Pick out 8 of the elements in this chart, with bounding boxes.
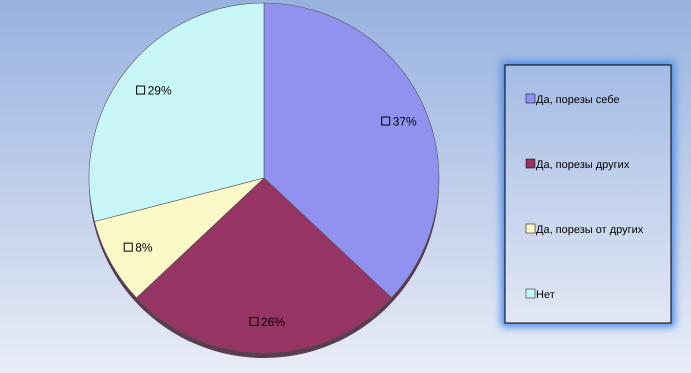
data-label: 8% xyxy=(135,240,153,255)
legend-label: Да, порезы других xyxy=(536,159,630,171)
legend-label: Нет xyxy=(536,289,555,301)
data-label: 37% xyxy=(392,114,418,129)
slice-label: Да, порезы себе xyxy=(536,94,620,106)
legend-label: Да, порезы от других xyxy=(536,224,644,236)
data-label: 29% xyxy=(148,84,172,98)
data-label: 26% xyxy=(261,315,286,329)
